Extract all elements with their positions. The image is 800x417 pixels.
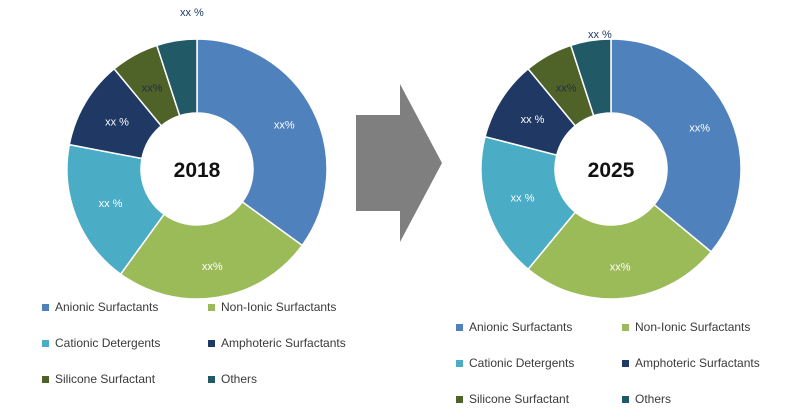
legend-label: Non-Ionic Surfactants [635,320,751,334]
legend-label: Amphoteric Surfactants [635,356,760,370]
data-label-amphoteric-surfactants: xx % [105,117,129,129]
data-label-cationic-detergents: xx % [99,198,123,210]
legend-label: Silicone Surfactant [55,372,156,386]
legend-swatch [622,359,629,367]
donut-chart-2018: xx% xx% xx % xx % xx% xx % 2018 [66,7,328,300]
data-label-silicone-surfactant: xx% [556,83,577,95]
center-year-label: 2018 [174,159,221,182]
legend-swatch [456,323,463,331]
slice-anionic-surfactants [196,38,328,247]
legend-swatch [622,323,629,331]
slice-non-ionic-surfactants [527,203,713,300]
legend-label: Amphoteric Surfactants [221,336,346,350]
legend-swatch [42,303,49,311]
donut-hole [555,113,667,225]
legend-item-anionic-surfactants: Anionic Surfactants [456,320,572,334]
legend-item-amphoteric-surfactants: Amphoteric Surfactants [622,356,760,370]
legend-item-non-ionic-surfactants: Non-Ionic Surfactants [622,320,750,334]
data-label-amphoteric-surfactants: xx % [521,114,545,126]
slice-others [569,38,612,117]
slice-others [155,38,198,117]
donut-hole [141,113,253,225]
slice-cationic-detergents [480,135,577,271]
legend-label: Anionic Surfactants [55,300,159,314]
legend-swatch [208,339,215,347]
slice-cationic-detergents [66,143,166,276]
legend-item-silicone-surfactant: Silicone Surfactant [456,392,569,406]
legend-label: Others [221,372,258,386]
slice-non-ionic-surfactants [119,200,304,300]
legend-item-silicone-surfactant: Silicone Surfactant [42,372,155,386]
donut-chart-2025: xx% xx% xx % xx % xx% xx % 2025 [480,29,742,300]
legend-label: Silicone Surfactant [469,392,570,406]
legend-item-others: Others [208,372,257,386]
legend-label: Anionic Surfactants [469,320,573,334]
legend-item-cationic-detergents: Cationic Detergents [42,336,160,350]
legend-swatch [456,395,463,403]
data-label-cationic-detergents: xx % [511,193,535,205]
legend-item-non-ionic-surfactants: Non-Ionic Surfactants [208,300,336,314]
legend-label: Non-Ionic Surfactants [221,300,337,314]
legend-swatch [42,375,49,383]
legend-swatch [208,375,215,383]
center-year-label: 2025 [588,159,635,182]
legend-swatch [622,395,629,403]
legend-item-anionic-surfactants: Anionic Surfactants [42,300,158,314]
data-label-non-ionic-surfactants: xx% [202,261,223,273]
data-label-silicone-surfactant: xx% [142,83,163,95]
data-label-anionic-surfactants: xx% [689,122,710,134]
legend-label: Others [635,392,672,406]
legend-label: Cationic Detergents [55,336,161,350]
legend-label: Cationic Detergents [469,356,575,370]
data-label-others: xx % [180,7,204,19]
legend-swatch [456,359,463,367]
legend-swatch [208,303,215,311]
arrow-shape [356,84,442,242]
data-label-non-ionic-surfactants: xx% [610,262,631,274]
legend-item-amphoteric-surfactants: Amphoteric Surfactants [208,336,346,350]
legend-item-cationic-detergents: Cationic Detergents [456,356,574,370]
data-label-anionic-surfactants: xx% [274,120,295,132]
legend-item-others: Others [622,392,671,406]
slice-anionic-surfactants [610,38,742,253]
data-label-others: xx % [588,29,612,41]
legend-swatch [42,339,49,347]
